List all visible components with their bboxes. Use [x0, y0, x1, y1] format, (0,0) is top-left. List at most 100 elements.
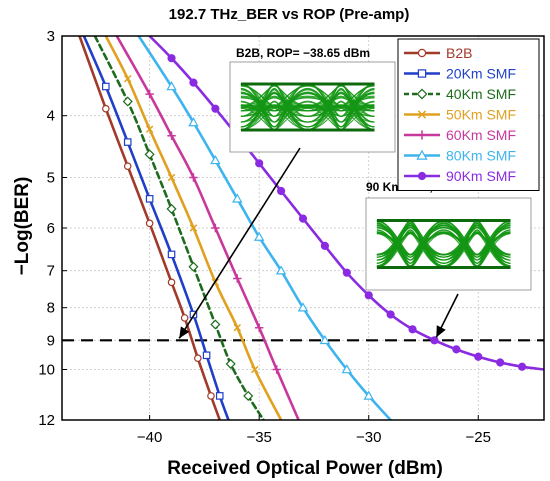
data-point	[210, 154, 221, 165]
annotation-b2b-label: B2B, ROP= −38.65 dBm	[236, 46, 370, 60]
x-axis: −40 −35 −30 −25	[137, 415, 491, 446]
data-point	[166, 81, 177, 91]
data-point	[180, 314, 189, 322]
y-tick-label: 3	[47, 28, 55, 45]
y-axis-label: −Log(BER)	[12, 177, 33, 276]
data-point	[474, 352, 483, 361]
data-point	[123, 74, 132, 83]
data-point	[211, 104, 220, 113]
y-tick-label: 8	[47, 300, 55, 317]
data-point	[255, 159, 264, 168]
series-2	[93, 36, 265, 420]
series-6	[148, 36, 544, 371]
data-point	[253, 231, 265, 241]
data-point	[189, 173, 198, 182]
legend-label: 90Km SMF	[446, 168, 516, 184]
data-point	[189, 78, 198, 87]
x-tick-label: −30	[356, 429, 381, 446]
legend-label: 50Km SMF	[446, 107, 516, 123]
data-point	[145, 219, 154, 228]
y-tick-label: 7	[47, 263, 55, 280]
data-point	[408, 325, 417, 334]
data-point	[166, 203, 177, 214]
data-point	[251, 365, 259, 374]
eye-trace	[376, 224, 511, 267]
data-point	[319, 334, 331, 345]
data-point	[145, 195, 154, 203]
x-tick-label: −35	[246, 429, 271, 446]
data-point	[194, 354, 202, 362]
legend-label: 60Km SMF	[446, 127, 516, 143]
eye-trace	[376, 231, 511, 256]
data-point	[517, 362, 527, 371]
series-5	[137, 36, 392, 420]
data-point	[211, 223, 220, 233]
y-tick-label: 10	[38, 361, 55, 378]
data-point	[386, 310, 395, 319]
data-point	[167, 131, 176, 140]
data-point	[210, 319, 221, 330]
legend-label: 40Km SMF	[446, 86, 516, 102]
data-point	[363, 390, 374, 400]
legend: B2B 20Km SMF 40Km SMF 50Km SMF 60Km SMF 80Km …	[397, 38, 540, 191]
data-point	[233, 274, 242, 283]
y-tick-label: 12	[38, 412, 55, 429]
series-3	[104, 36, 283, 420]
arrow-head	[436, 325, 446, 338]
data-point	[102, 82, 110, 91]
data-point	[188, 261, 199, 272]
data-point	[417, 171, 427, 181]
data-point	[102, 104, 110, 113]
data-point	[123, 162, 132, 170]
legend-label: 20Km SMF	[446, 66, 516, 82]
legend-item: 40Km SMF	[404, 86, 516, 102]
y-tick-label: 9	[47, 332, 55, 349]
data-point	[254, 323, 264, 332]
chart-title: 192.7 THz_BER vs ROP (Pre-amp)	[169, 6, 410, 23]
data-point	[243, 390, 254, 401]
legend-label: B2B	[446, 45, 472, 61]
data-point	[123, 138, 132, 146]
series-4	[115, 36, 300, 420]
eye-trace	[240, 104, 375, 108]
data-point	[276, 186, 286, 196]
annotation-arrow	[178, 147, 301, 339]
data-point	[452, 345, 461, 354]
legend-item: 90Km SMF	[404, 168, 516, 184]
eye-diagram-b2b: B2B, ROP= −38.65 dBm	[229, 46, 396, 153]
data-point	[233, 323, 242, 332]
y-tick-label: 6	[47, 220, 55, 237]
eye-90km-traces	[376, 218, 511, 270]
data-point	[145, 89, 154, 99]
y-tick-label: 5	[47, 169, 55, 186]
legend-item: 50Km SMF	[404, 107, 516, 123]
y-tick-label: 4	[47, 108, 55, 125]
data-point	[232, 193, 243, 203]
legend-item: 80Km SMF	[404, 148, 516, 164]
data-point	[188, 117, 199, 127]
x-tick-label: −25	[466, 429, 491, 446]
series-layer	[78, 36, 544, 420]
annotation-arrows	[178, 147, 459, 339]
y-axis: 3 4 5 6 7 8 9 10 12	[38, 28, 67, 429]
data-point	[202, 351, 211, 360]
data-point	[417, 69, 427, 78]
legend-item: 60Km SMF	[404, 127, 516, 143]
data-point	[416, 88, 428, 100]
data-point	[122, 96, 133, 107]
data-point	[341, 364, 353, 374]
data-point	[417, 110, 427, 119]
data-point	[430, 336, 439, 345]
data-point	[417, 48, 427, 58]
series-0	[78, 36, 221, 420]
arrow-head	[179, 326, 190, 339]
data-point	[167, 54, 176, 63]
data-point	[320, 241, 330, 250]
data-point	[225, 358, 236, 369]
x-axis-label: Received Optical Power (dBm)	[167, 458, 443, 479]
data-point	[298, 214, 308, 223]
data-point	[417, 130, 427, 140]
eye-diagram-90km: 90 Km SMF, ROP= −26.96 dBm	[365, 180, 539, 291]
eye-trace	[240, 92, 375, 128]
